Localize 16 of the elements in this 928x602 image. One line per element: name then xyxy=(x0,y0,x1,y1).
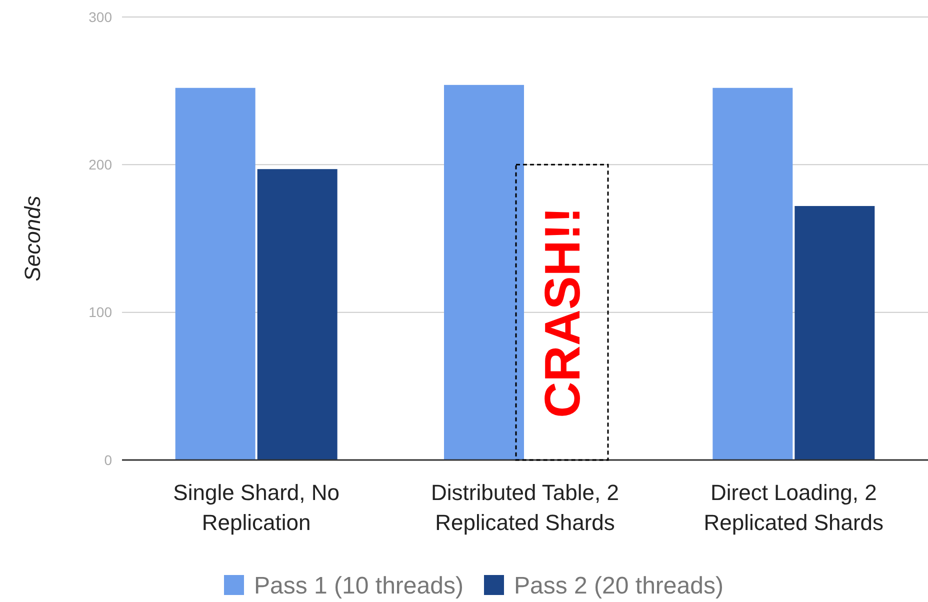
legend-label: Pass 2 (20 threads) xyxy=(514,572,724,600)
y-tick-label: 0 xyxy=(104,452,112,468)
bar xyxy=(794,206,875,460)
y-axis-title: Seconds xyxy=(20,196,45,282)
x-tick-label: Direct Loading, 2 Replicated Shards xyxy=(704,480,884,535)
y-tick-label: 200 xyxy=(88,156,112,173)
y-tick-label: 300 xyxy=(88,8,112,25)
bar xyxy=(444,84,524,460)
x-tick-label: Single Shard, No Replication xyxy=(173,480,340,535)
legend-label: Pass 1 (10 threads) xyxy=(254,572,464,600)
bar xyxy=(712,88,793,460)
x-tick-label: Distributed Table, 2 Replicated Shards xyxy=(431,480,619,535)
y-tick-label: 100 xyxy=(88,304,112,320)
annotation: CRASH!! xyxy=(534,206,590,418)
bar xyxy=(257,169,338,460)
bar xyxy=(175,88,256,460)
